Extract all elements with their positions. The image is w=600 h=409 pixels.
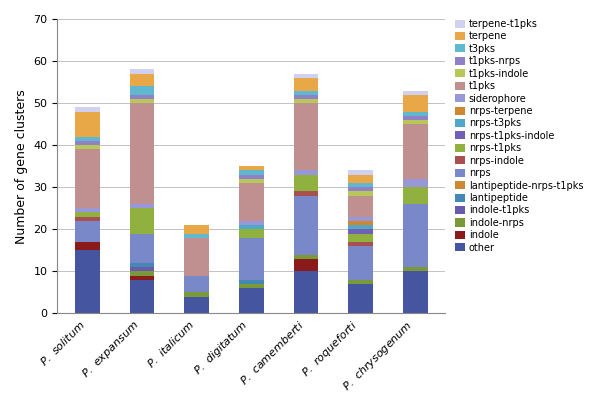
Bar [184,276,209,292]
Bar [75,217,100,221]
Bar [349,284,373,313]
Bar [130,208,154,234]
Bar [239,221,264,225]
Bar [184,292,209,297]
Bar [349,187,373,191]
Bar [75,208,100,213]
Bar [130,280,154,313]
Bar [349,175,373,183]
Bar [403,267,428,272]
Bar [349,242,373,246]
Bar [349,171,373,175]
Bar [294,175,319,191]
Bar [130,276,154,280]
Bar [294,254,319,259]
Bar [403,272,428,313]
Bar [294,171,319,175]
Bar [403,116,428,120]
Bar [130,99,154,103]
Bar [130,95,154,99]
Bar [239,171,264,175]
Bar [349,225,373,229]
Bar [239,183,264,221]
Bar [294,272,319,313]
Bar [130,272,154,276]
Bar [75,242,100,250]
Bar [239,280,264,284]
Bar [75,107,100,112]
Bar [239,166,264,171]
Bar [349,234,373,242]
Bar [349,196,373,217]
Bar [349,280,373,284]
Bar [130,74,154,86]
Bar [403,179,428,187]
Bar [403,120,428,124]
Bar [239,288,264,313]
Bar [239,225,264,229]
Bar [403,187,428,204]
Bar [75,213,100,217]
Bar [349,229,373,234]
Bar [403,112,428,116]
Bar [294,259,319,272]
Bar [239,179,264,183]
Bar [130,86,154,95]
Bar [130,267,154,272]
Bar [349,183,373,187]
Bar [239,284,264,288]
Bar [294,191,319,196]
Bar [294,90,319,95]
Bar [294,196,319,254]
Bar [239,175,264,179]
Bar [294,78,319,90]
Bar [75,221,100,242]
Bar [349,221,373,225]
Bar [294,95,319,99]
Bar [349,217,373,221]
Bar [75,112,100,137]
Bar [184,297,209,313]
Bar [184,225,209,234]
Bar [403,124,428,179]
Bar [294,99,319,103]
Bar [75,149,100,208]
Bar [130,234,154,263]
Bar [403,90,428,95]
Bar [130,70,154,74]
Bar [75,141,100,145]
Bar [75,137,100,141]
Bar [403,204,428,267]
Bar [239,238,264,280]
Bar [130,263,154,267]
Bar [75,250,100,313]
Legend: terpene-t1pks, terpene, t3pks, t1pks-nrps, t1pks-indole, t1pks, siderophore, nrp: terpene-t1pks, terpene, t3pks, t1pks-nrp… [454,18,584,254]
Bar [184,234,209,238]
Bar [349,191,373,196]
Bar [130,204,154,208]
Y-axis label: Number of gene clusters: Number of gene clusters [15,89,28,244]
Bar [294,74,319,78]
Bar [75,145,100,149]
Bar [349,246,373,280]
Bar [130,103,154,204]
Bar [403,95,428,112]
Bar [239,229,264,238]
Bar [294,103,319,171]
Bar [184,238,209,276]
